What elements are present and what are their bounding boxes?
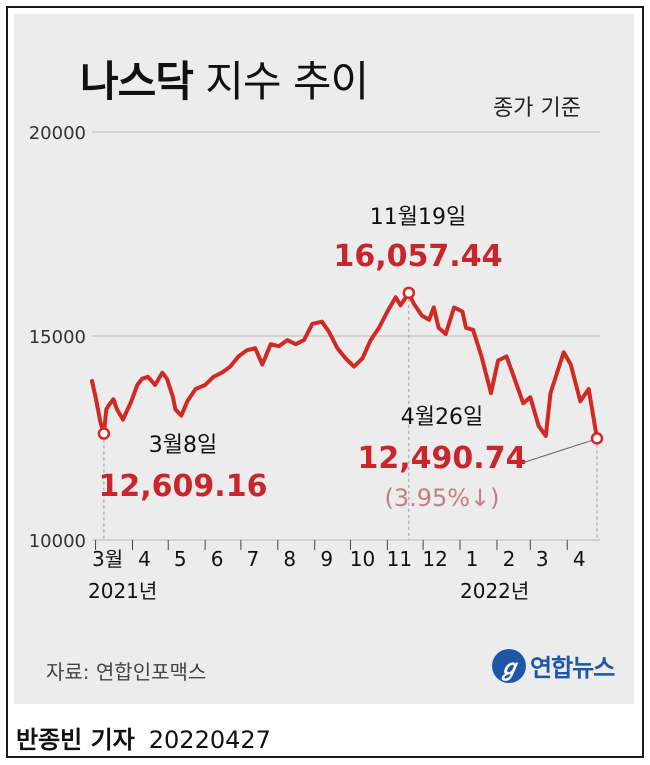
author: 반종빈 기자 (16, 726, 135, 754)
byline: 반종빈 기자 20220427 (16, 720, 271, 755)
annotation-value: 12,490.74 (358, 441, 527, 476)
annotation-date: 11월19일 (370, 205, 466, 230)
annotation-value: 12,609.16 (99, 469, 268, 504)
x-tick-label: 5 (174, 547, 187, 571)
x-tick-label: 3월 (92, 547, 123, 571)
x-tick-label: 9 (320, 547, 333, 571)
x-tick-label: 4 (138, 547, 151, 571)
source-note: 자료: 연합인포맥스 (46, 660, 207, 684)
series-line (90, 290, 599, 441)
y-tick-label: 20000 (29, 123, 86, 144)
x-tick-label: 4 (573, 547, 586, 571)
chart-subtitle: 종가 기준 (493, 96, 581, 121)
yonhap-logo: ℊ 연합뉴스 (492, 648, 615, 683)
title-rest: 지수 추이 (205, 57, 369, 106)
x-tick-label: 8 (283, 547, 296, 571)
x-tick-label: 11 (387, 547, 412, 571)
publish-date: 20220427 (148, 726, 271, 754)
logo-icon: ℊ (492, 648, 526, 683)
logo-text: 연합뉴스 (530, 654, 615, 682)
annotation-value: 16,057.44 (334, 239, 503, 274)
x-tick-label: 10 (350, 547, 375, 571)
year-label: 2021년 (88, 579, 157, 603)
annotation-date: 3월8일 (149, 433, 217, 458)
data-point-marker (590, 432, 604, 445)
x-tick-label: 7 (247, 547, 260, 571)
y-tick-label: 10000 (29, 531, 86, 552)
chart-panel (14, 14, 634, 704)
title-bold: 나스닥 (80, 57, 194, 106)
x-tick-label: 6 (211, 547, 224, 571)
x-tick-label: 2 (503, 547, 516, 571)
data-point-marker (402, 286, 416, 300)
annotation-date: 4월26일 (401, 405, 483, 430)
x-tick-label: 12 (422, 547, 447, 571)
leader-line (524, 439, 593, 463)
y-tick-label: 15000 (29, 327, 86, 348)
year-label: 2022년 (460, 579, 529, 603)
data-point-marker (97, 427, 111, 440)
x-tick-label: 1 (466, 547, 479, 571)
annotation-change: (3.95%↓) (384, 484, 499, 512)
x-tick-label: 3 (536, 547, 549, 571)
chart-title: 나스닥 지수 추이 (80, 48, 369, 109)
